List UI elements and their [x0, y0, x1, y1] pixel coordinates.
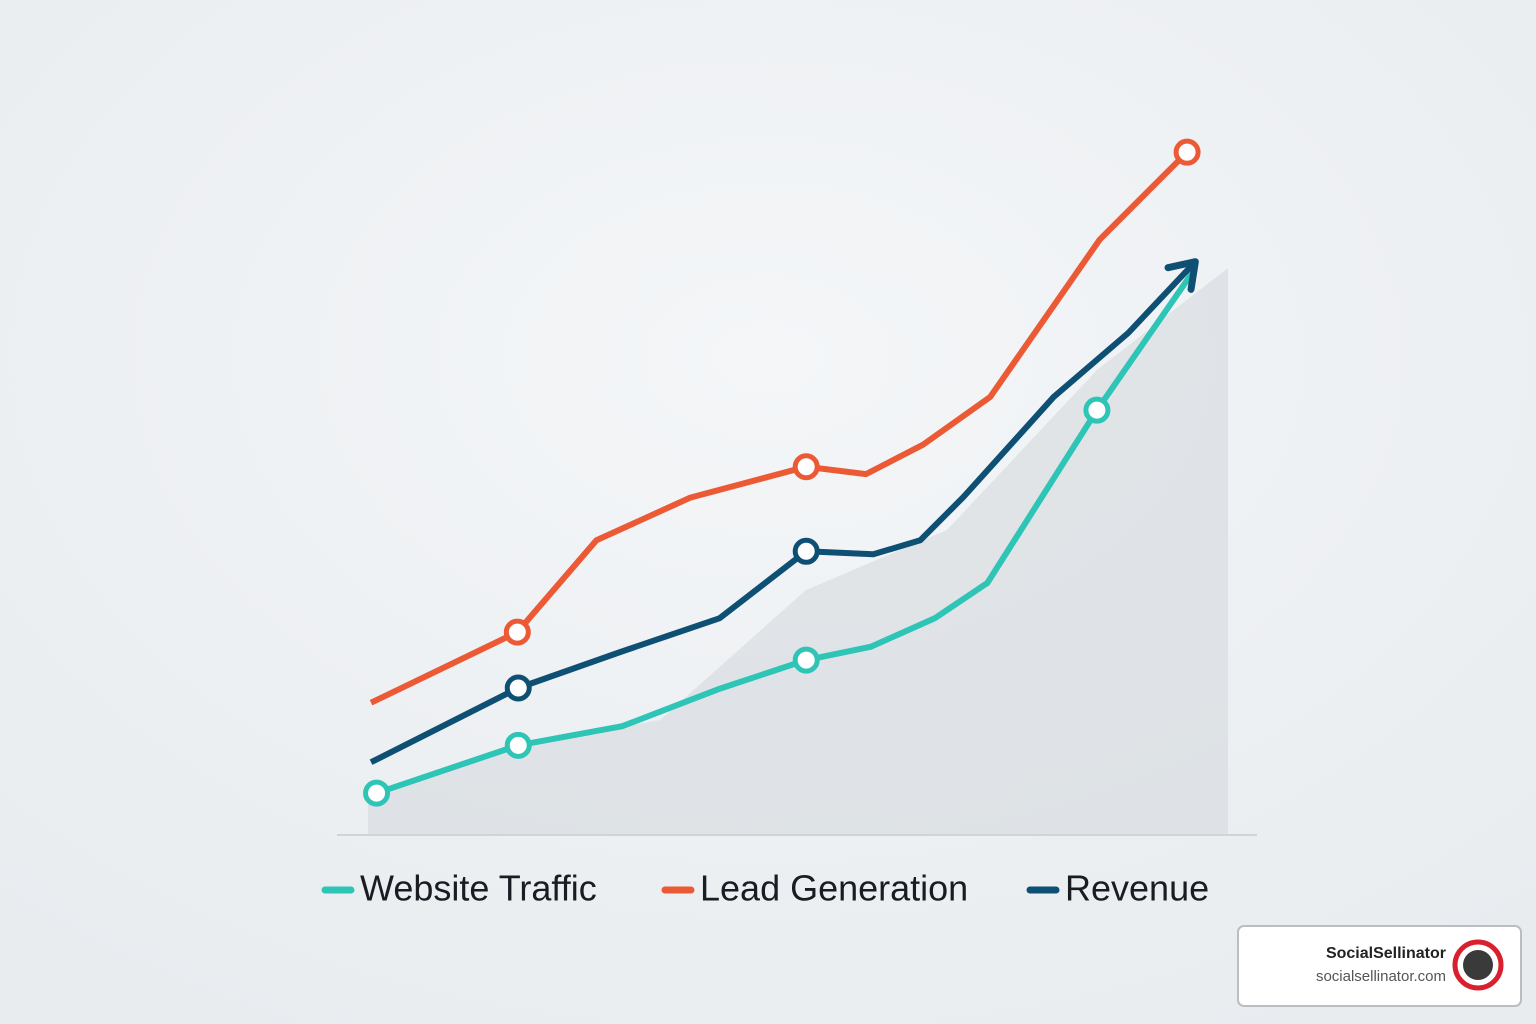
decorative-area — [368, 268, 1228, 835]
marker — [1173, 138, 1201, 166]
series-line — [369, 150, 1190, 706]
marker — [792, 537, 820, 565]
legend-label: Website Traffic — [360, 868, 597, 909]
legend: Website Traffic Lead Generation Revenue — [321, 868, 1209, 909]
watermark-url: socialsellinator.com — [1316, 968, 1446, 985]
logo-inner — [1463, 950, 1493, 980]
watermark-box — [1237, 925, 1522, 1007]
plot — [363, 138, 1201, 807]
series-line — [375, 266, 1198, 796]
marker — [504, 731, 532, 759]
marker — [792, 646, 820, 674]
watermark-name: SocialSellinator — [1326, 945, 1446, 962]
marker — [1083, 396, 1111, 424]
legend-label: Lead Generation — [700, 868, 968, 909]
series-line — [369, 259, 1198, 765]
marker — [363, 779, 391, 807]
arrow-head — [1164, 258, 1199, 293]
marker — [503, 618, 531, 646]
watermark: SocialSellinator socialsellinator.com — [1237, 925, 1522, 1007]
legend-label: Revenue — [1065, 868, 1209, 909]
marker — [504, 674, 532, 702]
marker — [792, 453, 820, 481]
